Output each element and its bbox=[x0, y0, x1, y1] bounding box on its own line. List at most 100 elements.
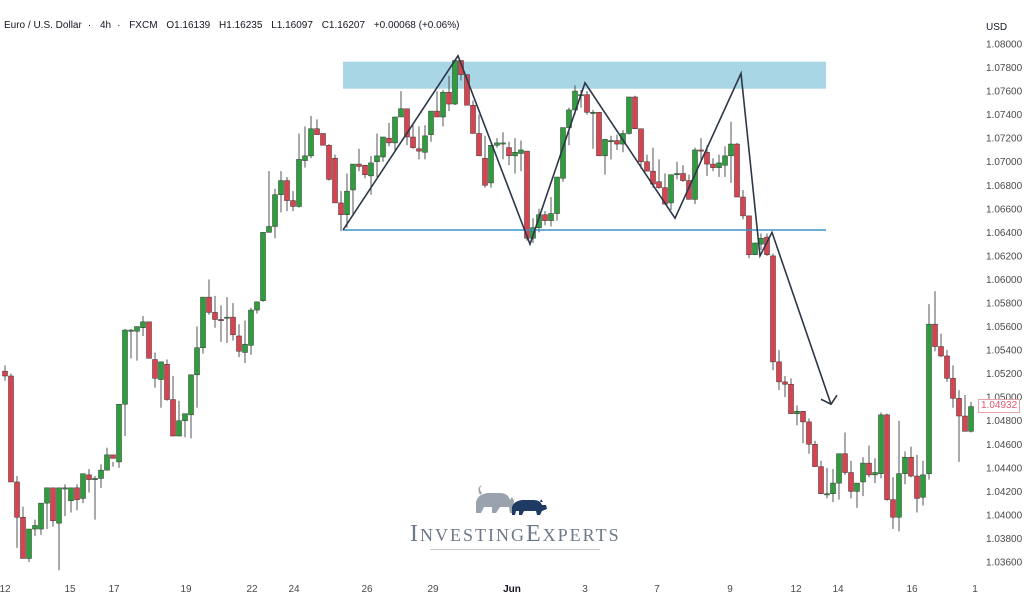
candle bbox=[854, 482, 860, 508]
candle bbox=[716, 154, 722, 178]
date-tick: 1 bbox=[972, 584, 978, 595]
candle bbox=[20, 506, 26, 559]
candle bbox=[32, 519, 38, 537]
candle bbox=[272, 188, 278, 239]
candle bbox=[740, 189, 746, 220]
candle bbox=[428, 110, 434, 142]
price-tick: 1.04000 bbox=[986, 510, 1023, 521]
candle bbox=[494, 138, 500, 148]
data-source: FXCM bbox=[129, 20, 158, 31]
price-tick: 1.08000 bbox=[986, 40, 1023, 51]
candle bbox=[518, 140, 524, 172]
candle bbox=[416, 126, 422, 160]
candle bbox=[14, 476, 20, 548]
price-tick: 1.07800 bbox=[986, 63, 1023, 74]
candle bbox=[926, 304, 932, 480]
candle bbox=[332, 154, 338, 204]
candle bbox=[548, 197, 554, 227]
date-tick: 14 bbox=[832, 584, 844, 595]
candle bbox=[554, 176, 560, 221]
candle bbox=[872, 458, 878, 484]
currency-label: USD bbox=[986, 22, 1008, 33]
ohlc-high: H1.16235 bbox=[219, 20, 263, 31]
candle bbox=[836, 453, 842, 500]
date-tick: 12 bbox=[790, 584, 802, 595]
candle bbox=[818, 460, 824, 494]
candle bbox=[308, 115, 314, 159]
candle bbox=[482, 135, 488, 188]
price-tick: 1.04800 bbox=[986, 416, 1023, 427]
price-tick: 1.07200 bbox=[986, 134, 1023, 145]
ohlc-open: O1.16139 bbox=[166, 20, 211, 31]
candle bbox=[644, 154, 650, 172]
candle bbox=[848, 460, 854, 499]
price-tick: 1.05400 bbox=[986, 346, 1023, 357]
price-tick: 1.06000 bbox=[986, 275, 1023, 286]
symbol-name[interactable]: Euro / U.S. Dollar bbox=[4, 20, 82, 31]
date-tick: 7 bbox=[654, 584, 660, 595]
candle bbox=[44, 487, 50, 530]
date-tick: 12 bbox=[0, 584, 11, 595]
candle bbox=[902, 451, 908, 485]
candle bbox=[680, 165, 686, 182]
symbol-header: Euro / U.S. Dollar · 4h · FXCM O1.16139 H1… bbox=[4, 20, 460, 31]
candle bbox=[236, 324, 242, 358]
candle bbox=[584, 91, 590, 115]
candle bbox=[932, 291, 938, 352]
interval[interactable]: 4h bbox=[99, 20, 112, 31]
candle bbox=[632, 95, 638, 130]
candle bbox=[860, 457, 866, 497]
candle bbox=[374, 133, 380, 178]
price-change: +0.00068 (+0.06%) bbox=[373, 20, 460, 31]
candle bbox=[182, 413, 188, 438]
candle bbox=[140, 315, 146, 336]
candle bbox=[656, 159, 662, 189]
candle bbox=[908, 446, 914, 478]
candle bbox=[890, 477, 896, 530]
candle bbox=[476, 114, 482, 157]
pattern-zigzag-line bbox=[342, 54, 832, 405]
candle bbox=[230, 303, 236, 341]
candle bbox=[80, 473, 86, 504]
candle bbox=[956, 390, 962, 462]
candles bbox=[2, 59, 974, 571]
candle bbox=[470, 100, 476, 134]
candle bbox=[248, 307, 254, 355]
price-tick: 1.04600 bbox=[986, 440, 1023, 451]
pattern-annotations bbox=[342, 54, 838, 406]
candle bbox=[884, 413, 890, 501]
date-tick: Jun bbox=[503, 584, 521, 595]
candle bbox=[38, 502, 44, 535]
candle bbox=[218, 305, 224, 342]
candle bbox=[380, 136, 386, 162]
current-price-tag: 1.04932 bbox=[978, 399, 1021, 413]
candle bbox=[512, 138, 518, 174]
candle bbox=[626, 96, 632, 135]
candle bbox=[920, 460, 926, 506]
candle bbox=[746, 215, 752, 259]
time-axis[interactable]: 12 15 17 19 22 24 26 29 Jun 3 7 9 12 14 16 1 bbox=[0, 584, 978, 595]
candle bbox=[2, 365, 8, 381]
candle bbox=[614, 134, 620, 150]
candle bbox=[590, 109, 596, 149]
candle bbox=[704, 145, 710, 176]
candle bbox=[386, 122, 392, 147]
candle bbox=[146, 321, 152, 359]
candle bbox=[914, 454, 920, 513]
price-tick: 1.05000 bbox=[986, 393, 1023, 404]
ohlc-close: C1.16207 bbox=[321, 20, 366, 31]
candle bbox=[224, 297, 230, 344]
candle bbox=[842, 432, 848, 475]
date-tick: 9 bbox=[727, 584, 733, 595]
price-tick: 1.05600 bbox=[986, 322, 1023, 333]
candle bbox=[944, 350, 950, 382]
candle bbox=[710, 158, 716, 172]
date-tick: 3 bbox=[582, 584, 588, 595]
candle bbox=[770, 253, 776, 371]
candle bbox=[800, 411, 806, 444]
candle bbox=[410, 125, 416, 149]
candle bbox=[434, 91, 440, 118]
logo-divider bbox=[430, 549, 600, 550]
price-axis[interactable]: 1.08000 1.07800 1.07600 1.07400 1.07200 1.070… bbox=[986, 40, 1023, 569]
